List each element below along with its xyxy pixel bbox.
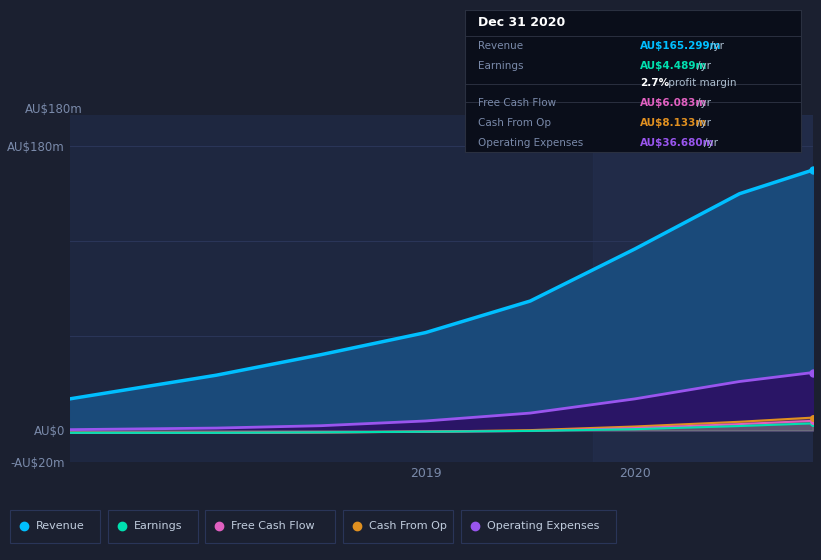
FancyBboxPatch shape <box>205 510 335 543</box>
Text: /yr: /yr <box>697 61 711 71</box>
Text: Revenue: Revenue <box>36 521 85 531</box>
Text: AU$180m: AU$180m <box>25 103 82 116</box>
Bar <box>593 115 821 462</box>
Text: /yr: /yr <box>697 98 711 108</box>
Text: Operating Expenses: Operating Expenses <box>487 521 599 531</box>
FancyBboxPatch shape <box>108 510 198 543</box>
Text: /yr: /yr <box>697 118 711 128</box>
Text: AU$36.680m: AU$36.680m <box>640 138 714 148</box>
Text: profit margin: profit margin <box>665 78 736 88</box>
Text: Operating Expenses: Operating Expenses <box>479 138 584 148</box>
Text: Free Cash Flow: Free Cash Flow <box>231 521 314 531</box>
FancyBboxPatch shape <box>461 510 616 543</box>
Text: AU$4.489m: AU$4.489m <box>640 61 707 71</box>
Text: Earnings: Earnings <box>479 61 524 71</box>
Text: Revenue: Revenue <box>479 41 524 52</box>
Text: Free Cash Flow: Free Cash Flow <box>479 98 557 108</box>
Text: Dec 31 2020: Dec 31 2020 <box>479 16 566 29</box>
Text: 2.7%: 2.7% <box>640 78 669 88</box>
Text: /yr: /yr <box>704 138 718 148</box>
Text: /yr: /yr <box>710 41 724 52</box>
Text: AU$165.299m: AU$165.299m <box>640 41 721 52</box>
FancyBboxPatch shape <box>10 510 100 543</box>
Text: AU$8.133m: AU$8.133m <box>640 118 707 128</box>
Text: Earnings: Earnings <box>134 521 182 531</box>
FancyBboxPatch shape <box>343 510 453 543</box>
Text: Cash From Op: Cash From Op <box>479 118 552 128</box>
Text: AU$6.083m: AU$6.083m <box>640 98 707 108</box>
Text: Cash From Op: Cash From Op <box>369 521 447 531</box>
